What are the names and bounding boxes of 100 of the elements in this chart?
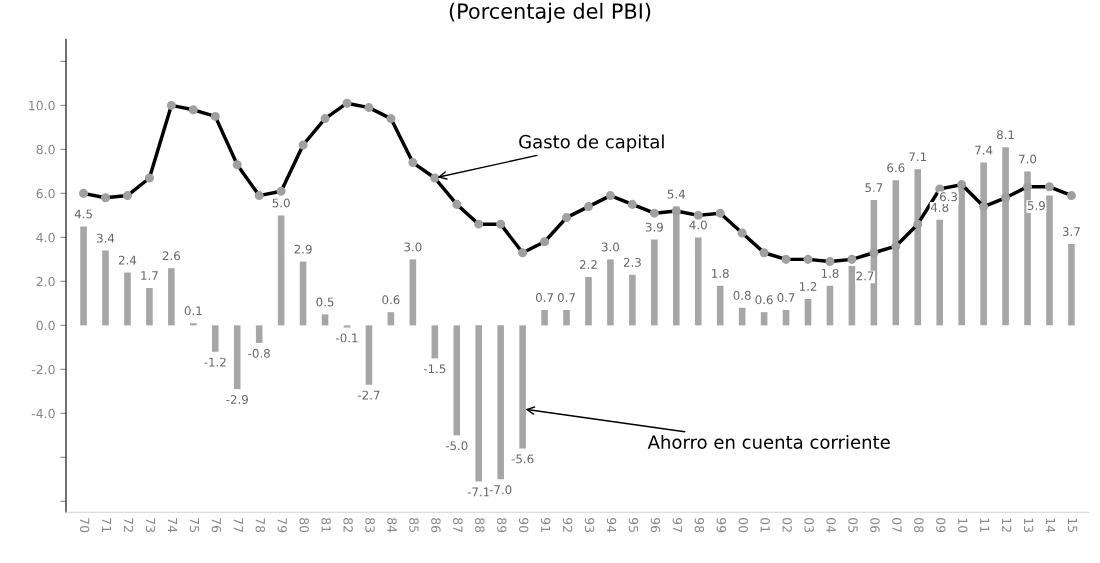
data-label: 2.7 (856, 271, 874, 281)
data-label: 6.6 (887, 163, 905, 173)
chart-title: (Porcentaje del PBI) (449, 2, 651, 23)
data-label: -2.7 (358, 390, 380, 400)
x-tick-label: 91 (540, 517, 551, 532)
bar (848, 265, 856, 326)
x-tick-label: 86 (431, 518, 441, 533)
x-tick-label: 80 (299, 518, 309, 533)
data-label: 0.6 (382, 295, 400, 305)
y-tick-label: -2.0 (31, 364, 55, 375)
data-label: 8.1 (996, 130, 1014, 140)
bar (431, 325, 439, 359)
bar (629, 274, 636, 326)
bar (914, 169, 922, 326)
x-tick-label: 70 (79, 518, 90, 533)
data-label: 1.8 (712, 268, 729, 278)
data-label: 7.0 (1019, 154, 1037, 164)
y-tick-label: 0.0 (36, 320, 55, 331)
data-label: 6.3 (939, 192, 957, 202)
x-tick-label: 00 (738, 518, 748, 533)
annotation: Gasto de capital (519, 134, 664, 152)
y-tick-label: -4.0 (31, 408, 55, 419)
data-label: -1.5 (423, 364, 446, 374)
y-tick-label: 8.0 (36, 144, 55, 155)
bar (519, 325, 526, 449)
x-tick-label: 14 (1046, 518, 1056, 533)
bar (299, 261, 307, 326)
data-label: -0.8 (248, 348, 270, 358)
bar (277, 215, 285, 326)
data-label: -7.0 (489, 485, 512, 495)
bar (409, 259, 417, 326)
bar (804, 298, 812, 326)
x-tick-label: 07 (892, 518, 902, 533)
bar (343, 325, 351, 328)
y-tick-label: 10.0 (29, 100, 55, 111)
data-label: 3.9 (645, 222, 663, 232)
x-tick-label: 74 (167, 518, 178, 533)
x-tick-label: 10 (958, 518, 968, 533)
bar (102, 250, 109, 326)
x-tick-label: 04 (826, 518, 836, 533)
bar (1068, 243, 1075, 326)
data-label: 0.7 (557, 293, 575, 302)
bar (387, 312, 395, 326)
data-label: -2.9 (226, 395, 248, 404)
x-tick-label: 09 (936, 518, 946, 533)
bar (760, 312, 768, 326)
data-label: 1.2 (799, 282, 817, 291)
x-tick-label: 92 (562, 517, 573, 532)
bar (672, 206, 680, 326)
bar (694, 237, 702, 326)
data-label: 2.9 (294, 244, 312, 254)
bar (1002, 147, 1009, 326)
data-label: 2.4 (118, 255, 137, 265)
data-label: -1.2 (204, 357, 226, 367)
x-tick-label: 94 (606, 517, 617, 533)
x-tick-label: 95 (628, 517, 639, 533)
data-label: 5.9 (1027, 201, 1045, 211)
bar (233, 325, 241, 390)
bar (321, 314, 329, 326)
bar (607, 259, 614, 326)
data-label: 7.1 (909, 152, 927, 162)
x-tick-label: 71 (102, 518, 112, 532)
x-tick-label: 77 (233, 518, 243, 533)
data-label: 0.7 (535, 293, 553, 302)
data-label: 0.6 (755, 295, 773, 305)
x-tick-label: 88 (475, 518, 485, 533)
data-label: -0.1 (336, 333, 358, 343)
x-tick-label: 75 (189, 518, 199, 533)
data-label: -5.0 (445, 441, 468, 451)
x-tick-label: 90 (518, 517, 529, 533)
bar (190, 323, 197, 326)
x-tick-label: 05 (848, 518, 858, 533)
x-tick-label: 73 (145, 518, 156, 533)
x-tick-label: 01 (760, 518, 770, 532)
y-tick-label: 6.0 (36, 188, 55, 199)
bar (1046, 195, 1053, 326)
bar (146, 287, 153, 326)
bar (980, 162, 987, 326)
x-tick-label: 08 (914, 518, 924, 533)
data-label: 0.7 (777, 293, 795, 302)
y-tick-label: 2.0 (36, 276, 55, 287)
x-tick-label: 98 (694, 517, 705, 533)
bar (541, 309, 548, 326)
x-tick-label: 82 (343, 518, 353, 532)
x-tick-label: 79 (277, 518, 287, 533)
bar (168, 268, 175, 326)
bar (453, 325, 461, 436)
x-tick-label: 76 (211, 518, 222, 533)
data-label: 1.8 (821, 268, 839, 278)
data-label: 5.7 (865, 183, 883, 193)
data-label: 5.4 (667, 189, 686, 199)
x-tick-label: 03 (804, 518, 814, 533)
x-tick-label: 06 (870, 518, 880, 533)
bar (716, 285, 724, 326)
x-tick-label: 81 (321, 518, 331, 532)
data-label: 0.8 (733, 290, 751, 300)
x-tick-label: 96 (650, 517, 661, 533)
bar (475, 325, 483, 482)
data-label: 2.6 (162, 251, 181, 261)
data-label: -5.6 (511, 454, 534, 464)
